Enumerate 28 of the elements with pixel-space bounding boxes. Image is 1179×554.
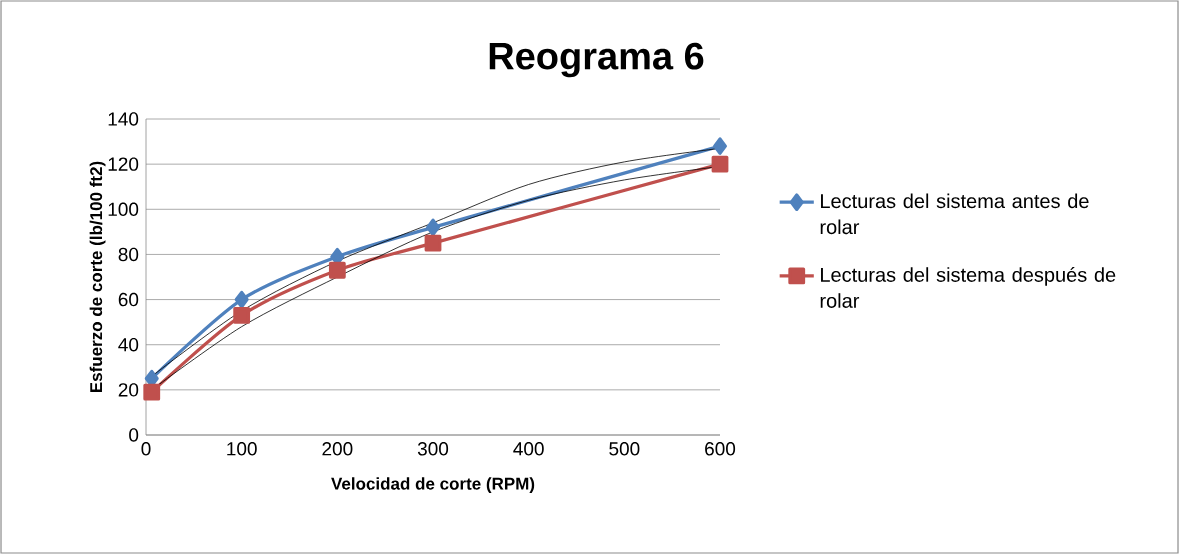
x-tick-label: 500 — [609, 442, 640, 456]
y-tick-label: 120 — [108, 157, 139, 171]
point — [424, 234, 442, 252]
y-tick-label: 60 — [118, 292, 139, 307]
point — [143, 383, 161, 401]
point — [234, 290, 249, 309]
x-tick-label: 400 — [513, 442, 544, 456]
y-tick-label: 0 — [129, 428, 139, 442]
legend-label: Lecturas del sistema antes de rolar — [820, 193, 1089, 235]
x-tick-label: 100 — [227, 442, 257, 456]
y-tick-label: 40 — [118, 337, 139, 352]
y-tick-label: 80 — [118, 247, 139, 262]
x-axis-title: Velocidad de corte (RPM) — [331, 477, 535, 494]
point — [711, 155, 729, 173]
x-tick-label: 200 — [322, 442, 353, 456]
y-tick-label: 20 — [118, 383, 139, 397]
x-tick-label: 0 — [141, 442, 151, 456]
y-tick-label: 140 — [108, 112, 139, 126]
x-tick-label: 600 — [705, 442, 736, 456]
x-tick-label: 300 — [417, 442, 449, 456]
point — [328, 261, 346, 279]
legend-label: Lecturas del sistema después de rolar — [820, 266, 1116, 308]
point — [713, 137, 727, 155]
point — [426, 218, 440, 237]
point — [233, 306, 251, 324]
chart-title: Reograma 6 — [489, 42, 704, 78]
y-axis-title: Esfuerzo de corte (lb/100 ft2) — [89, 161, 106, 393]
y-tick-label: 100 — [108, 202, 139, 217]
